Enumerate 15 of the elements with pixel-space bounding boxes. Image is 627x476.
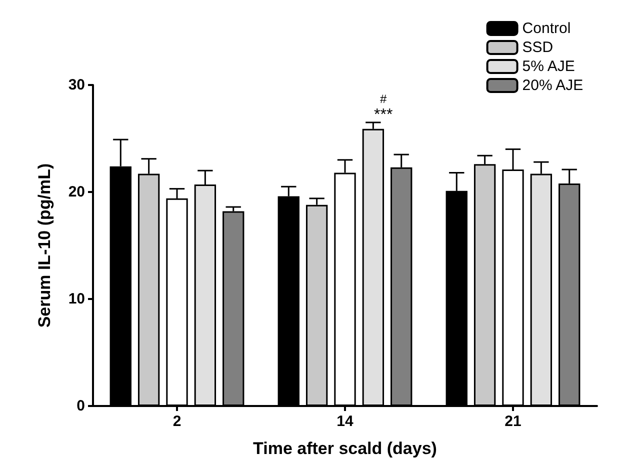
y-axis-title: Serum IL-10 (pg/mL) <box>35 163 54 328</box>
legend-label: SSD <box>522 39 554 56</box>
x-tick-label: 14 <box>336 413 354 430</box>
annotation: *** <box>374 106 393 124</box>
x-tick-label: 2 <box>172 413 182 430</box>
y-tick-label: 30 <box>68 76 85 94</box>
x-tick-label: 21 <box>504 413 522 430</box>
annotation: # <box>380 92 387 106</box>
y-tick-label: 0 <box>76 398 85 414</box>
legend-label: 20% AJE <box>522 77 584 94</box>
legend-label: 5% AJE <box>522 58 575 75</box>
y-tick-label: 20 <box>68 184 85 200</box>
legend-label: Control <box>522 20 571 37</box>
x-axis-title: Time after scald (days) <box>253 439 437 458</box>
y-tick-label: 10 <box>68 290 85 308</box>
